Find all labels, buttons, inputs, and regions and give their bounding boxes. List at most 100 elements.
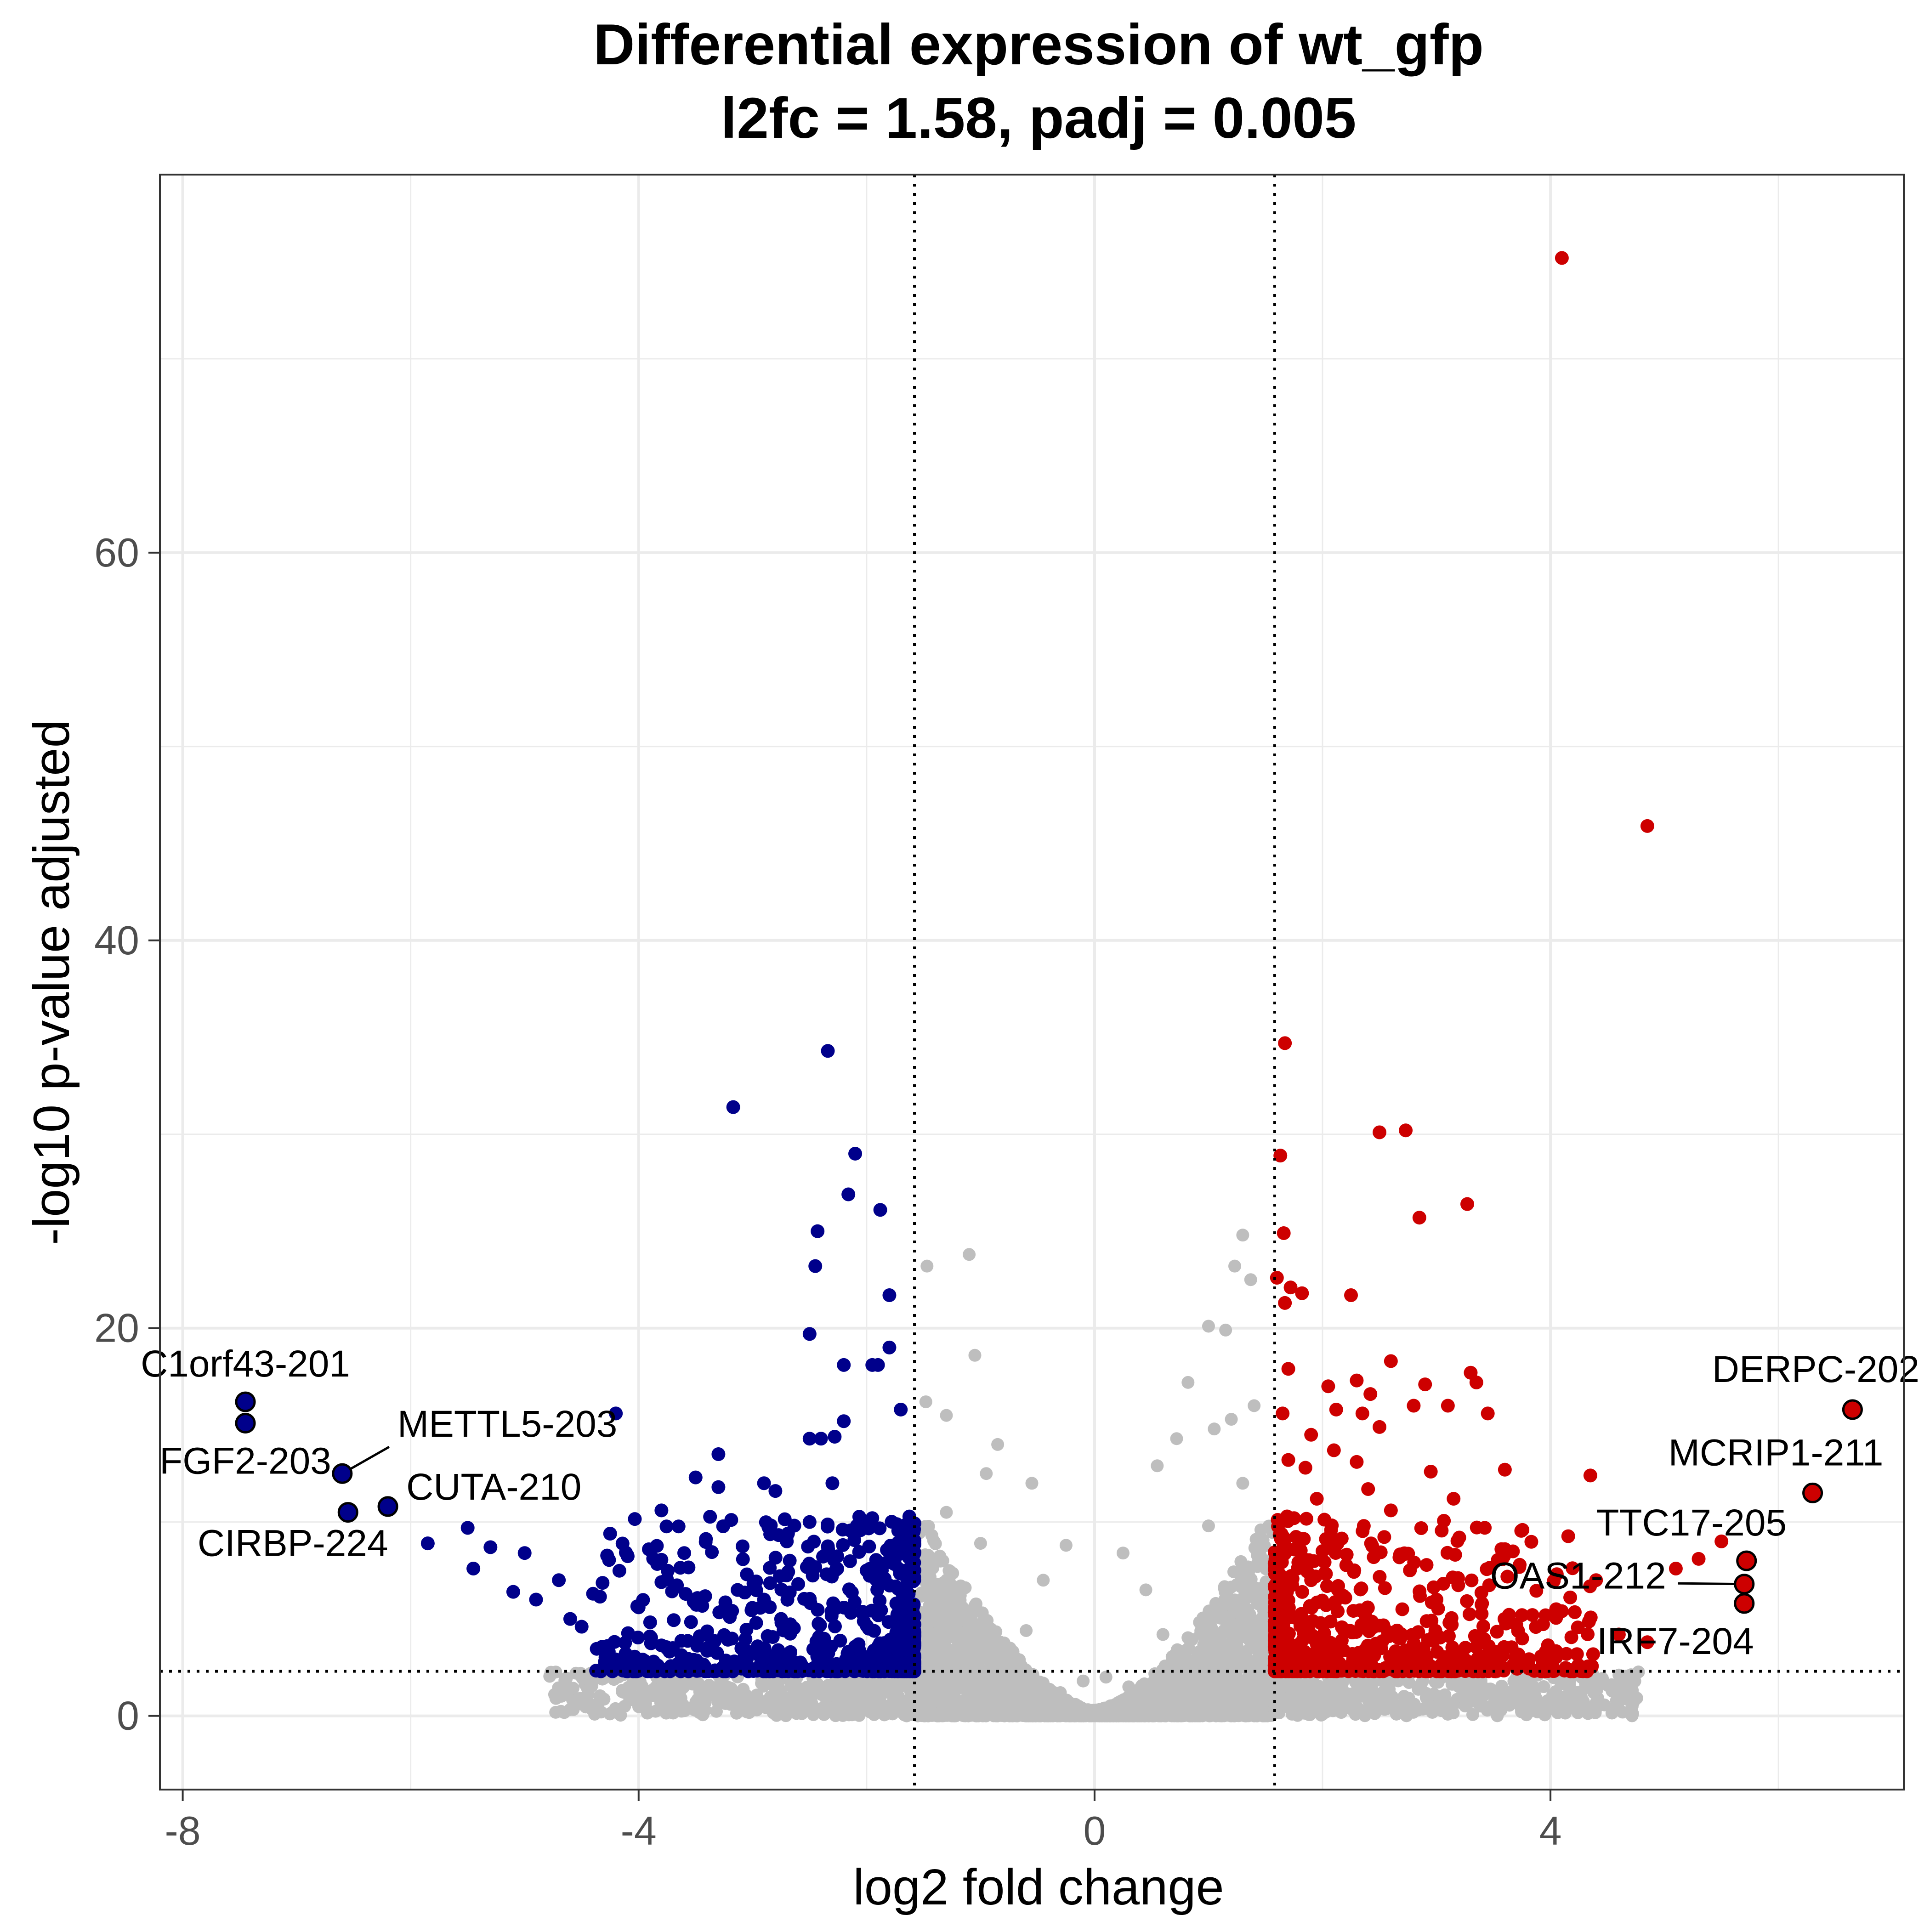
ns-point bbox=[933, 1550, 946, 1563]
up-point bbox=[1279, 1649, 1293, 1663]
ns-point bbox=[774, 1684, 787, 1697]
ns-point bbox=[805, 1692, 817, 1705]
ns-point bbox=[1353, 1690, 1366, 1703]
ns-point bbox=[1244, 1273, 1257, 1286]
ns-point bbox=[711, 1680, 724, 1693]
ns-point bbox=[941, 1646, 954, 1659]
up-point bbox=[1407, 1399, 1420, 1413]
up-point bbox=[1524, 1535, 1538, 1549]
ns-point bbox=[549, 1706, 562, 1719]
ns-point bbox=[1032, 1689, 1044, 1702]
ns-point bbox=[1174, 1645, 1187, 1658]
up-point bbox=[1481, 1406, 1495, 1420]
down-point bbox=[607, 1635, 621, 1649]
ns-point bbox=[1218, 1682, 1231, 1695]
ns-point bbox=[1060, 1539, 1073, 1552]
ns-point bbox=[1100, 1671, 1113, 1683]
ns-point bbox=[982, 1621, 995, 1634]
up-point bbox=[1347, 1565, 1361, 1579]
down-point bbox=[844, 1524, 858, 1537]
ns-point bbox=[597, 1693, 610, 1705]
ns-point bbox=[953, 1615, 966, 1627]
ns-point bbox=[676, 1698, 689, 1711]
up-point bbox=[1278, 1296, 1292, 1310]
down-point bbox=[899, 1585, 913, 1599]
ns-point bbox=[1152, 1709, 1164, 1722]
down-point bbox=[750, 1664, 764, 1677]
up-point bbox=[1323, 1615, 1337, 1628]
ns-point bbox=[920, 1395, 932, 1408]
ns-point bbox=[1252, 1615, 1265, 1628]
ns-point bbox=[1242, 1688, 1254, 1700]
up-point bbox=[1413, 1211, 1426, 1224]
ns-point bbox=[981, 1688, 994, 1700]
up-point bbox=[1364, 1536, 1378, 1550]
ns-point bbox=[953, 1645, 965, 1658]
down-point bbox=[842, 1582, 856, 1596]
up-point bbox=[1278, 1036, 1292, 1050]
up-point bbox=[1497, 1640, 1511, 1654]
ns-point bbox=[689, 1695, 702, 1708]
down-point bbox=[736, 1552, 750, 1566]
up-point bbox=[1413, 1589, 1427, 1603]
ns-point bbox=[1208, 1422, 1220, 1435]
ns-point bbox=[1117, 1547, 1130, 1559]
up-point bbox=[1319, 1567, 1333, 1581]
ns-point bbox=[902, 1704, 914, 1717]
up-point bbox=[1514, 1524, 1528, 1538]
down-point bbox=[820, 1567, 834, 1581]
ns-point bbox=[1026, 1477, 1039, 1490]
ns-point bbox=[954, 1657, 966, 1670]
up-point bbox=[1327, 1444, 1341, 1457]
ns-point bbox=[1159, 1697, 1172, 1710]
ns-point bbox=[1382, 1691, 1395, 1704]
down-point bbox=[882, 1654, 896, 1667]
ns-point bbox=[956, 1601, 969, 1614]
ns-point bbox=[1564, 1700, 1577, 1713]
ns-point bbox=[1248, 1399, 1260, 1412]
down-point bbox=[843, 1554, 857, 1568]
ns-point bbox=[1357, 1707, 1370, 1720]
ns-point bbox=[711, 1695, 724, 1708]
ns-point bbox=[1231, 1709, 1244, 1722]
ns-point bbox=[1192, 1646, 1204, 1659]
up-point bbox=[1365, 1615, 1379, 1628]
ns-point bbox=[616, 1684, 629, 1697]
up-point bbox=[1374, 1636, 1387, 1649]
up-point bbox=[1392, 1551, 1406, 1564]
ns-point bbox=[951, 1699, 964, 1711]
ns-point bbox=[543, 1670, 556, 1683]
ns-point bbox=[1037, 1574, 1050, 1586]
down-point bbox=[810, 1635, 823, 1649]
ns-point bbox=[980, 1467, 993, 1480]
down-point bbox=[599, 1650, 613, 1664]
up-point bbox=[1303, 1599, 1317, 1613]
down-point bbox=[883, 1579, 897, 1592]
down-point bbox=[870, 1603, 884, 1617]
up-point bbox=[1441, 1399, 1455, 1413]
up-point bbox=[1282, 1453, 1295, 1467]
up-point bbox=[1430, 1645, 1444, 1659]
down-point bbox=[875, 1564, 889, 1577]
ns-point bbox=[962, 1688, 975, 1700]
up-point bbox=[1355, 1654, 1368, 1668]
ns-point bbox=[1026, 1707, 1039, 1720]
ns-point bbox=[1012, 1691, 1025, 1704]
down-point bbox=[749, 1616, 763, 1630]
down-point bbox=[803, 1592, 817, 1606]
up-point bbox=[1296, 1633, 1310, 1647]
ns-point bbox=[1154, 1669, 1167, 1682]
down-point bbox=[721, 1633, 735, 1647]
up-point bbox=[1299, 1461, 1312, 1475]
up-point bbox=[1401, 1662, 1415, 1676]
ns-point bbox=[1231, 1578, 1243, 1591]
ns-point bbox=[1217, 1609, 1230, 1622]
ns-point bbox=[940, 1506, 953, 1519]
down-point bbox=[643, 1615, 657, 1629]
down-point bbox=[715, 1661, 729, 1675]
ns-point bbox=[1312, 1689, 1325, 1702]
up-point bbox=[1411, 1625, 1425, 1639]
ns-point bbox=[874, 1688, 886, 1700]
down-point bbox=[705, 1545, 719, 1559]
